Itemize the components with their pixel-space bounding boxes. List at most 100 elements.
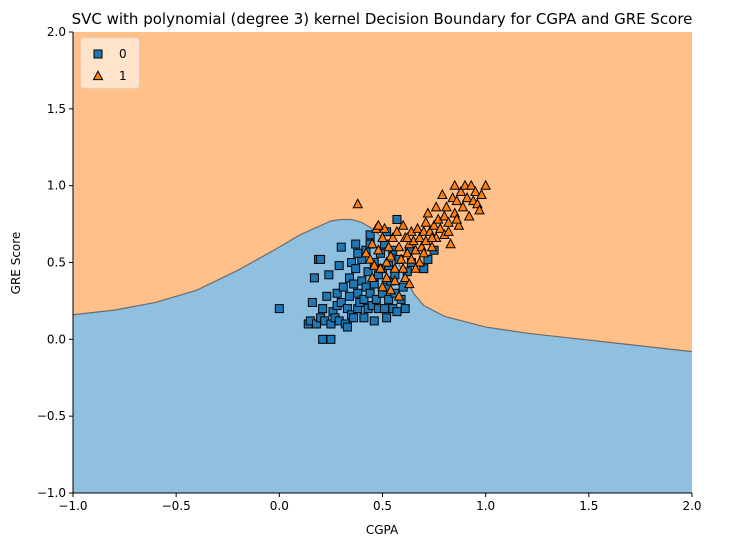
data-point-class-1 [364,253,376,264]
data-point-class-1 [474,204,485,215]
data-point-class-1 [387,231,399,243]
data-point-class-0 [351,264,361,274]
data-point-class-0 [338,282,348,292]
data-point-class-1 [399,271,411,283]
legend: 01 [80,37,140,89]
x-tick-label: 1.0 [476,499,495,513]
data-point-class-1 [412,222,423,233]
x-tick-label: −1.0 [58,499,87,513]
data-point-class-0 [365,288,375,298]
axes: −1.0 −0.5 0.0 0.5 1.0 1.5 2.0 −1.0 −0.5 0.0 0.5 1.0… [37,25,702,513]
data-point-class-1 [449,179,461,190]
data-point-class-1 [465,179,477,190]
data-point-class-1 [385,250,397,261]
data-point-class-0 [334,261,344,271]
data-point-class-1 [373,244,384,255]
chart-title: SVC with polynomial (degree 3) kernel De… [72,10,693,28]
data-point-class-0 [392,214,402,224]
x-tick-label: 0.0 [270,499,289,513]
x-tick-label: 2.0 [682,499,701,513]
data-point-class-0 [353,288,363,298]
data-point-class-0 [359,294,369,304]
data-point-class-1 [422,207,434,218]
legend-label-class-1: 1 [119,69,127,83]
data-point-class-0 [324,270,334,280]
data-point-class-0 [349,279,359,289]
data-point-class-1 [377,231,388,243]
data-point-class-1 [414,231,425,243]
data-point-class-0 [274,304,284,314]
y-tick-label: 1.5 [47,102,66,116]
data-point-class-0 [369,316,379,326]
data-point-class-1 [389,262,401,273]
data-point-class-0 [380,304,390,314]
data-point-class-1 [426,241,438,252]
data-point-class-1 [410,262,421,273]
data-point-class-0 [363,267,373,277]
data-point-class-1 [360,247,372,258]
data-point-class-0 [344,291,354,301]
data-point-class-1 [437,188,448,200]
data-point-class-1 [403,278,415,289]
data-point-class-1 [383,241,395,252]
data-point-class-0 [371,294,381,304]
plot-area [72,32,693,493]
data-point-class-1 [401,231,413,243]
data-point-class-0 [322,291,332,301]
x-tick-label: 0.5 [373,499,392,513]
data-point-class-0 [351,239,361,249]
data-point-class-0 [384,294,394,304]
data-point-class-0 [318,334,328,344]
y-tick-label: 0.0 [47,332,66,346]
data-point-class-1 [470,185,481,196]
data-point-class-1 [406,253,417,264]
data-point-class-0 [326,334,336,344]
y-tick-label: 1.0 [47,179,66,193]
data-point-class-1 [385,284,397,295]
data-point-class-0 [307,297,317,307]
data-point-class-1 [480,179,491,190]
data-point-class-1 [439,210,450,221]
data-point-class-1 [389,275,401,286]
data-point-class-1 [373,219,384,230]
legend-marker-class-0 [93,49,103,59]
data-point-class-0 [316,254,326,264]
data-point-class-1 [366,238,378,249]
data-point-class-0 [342,322,352,332]
data-point-class-1 [451,213,463,224]
data-point-class-0 [336,242,346,252]
data-point-class-1 [401,247,413,258]
data-point-class-1 [428,219,440,230]
data-point-class-1 [461,192,473,203]
data-point-class-1 [375,262,386,273]
data-point-class-1 [434,222,446,233]
legend-marker-class-1 [92,70,104,81]
x-tick-label: −0.5 [162,499,191,513]
data-point-class-1 [430,201,442,212]
data-point-class-0 [332,288,342,298]
data-point-class-1 [426,231,438,243]
data-point-class-0 [318,304,328,314]
data-point-class-1 [397,262,409,273]
data-point-class-1 [381,271,392,283]
x-tick-label: 1.5 [579,499,598,513]
y-tick-label: 0.5 [47,256,66,270]
y-axis-label: GRE Score [9,232,23,295]
legend-box [80,37,140,89]
legend-label-class-0: 0 [119,47,127,61]
data-point-class-0 [382,313,392,323]
data-point-class-1 [443,225,454,236]
region-class-0 [73,219,692,493]
data-point-class-1 [455,185,467,196]
y-tick-label: −1.0 [37,486,66,500]
data-point-class-0 [392,307,402,317]
data-point-class-1 [366,271,378,283]
decision-boundary [72,218,693,353]
data-point-class-1 [453,219,465,230]
data-point-class-1 [395,253,407,264]
y-tick-label: −0.5 [37,409,66,423]
data-point-class-1 [397,219,409,230]
data-point-class-1 [441,201,452,212]
data-point-class-1 [445,238,456,249]
